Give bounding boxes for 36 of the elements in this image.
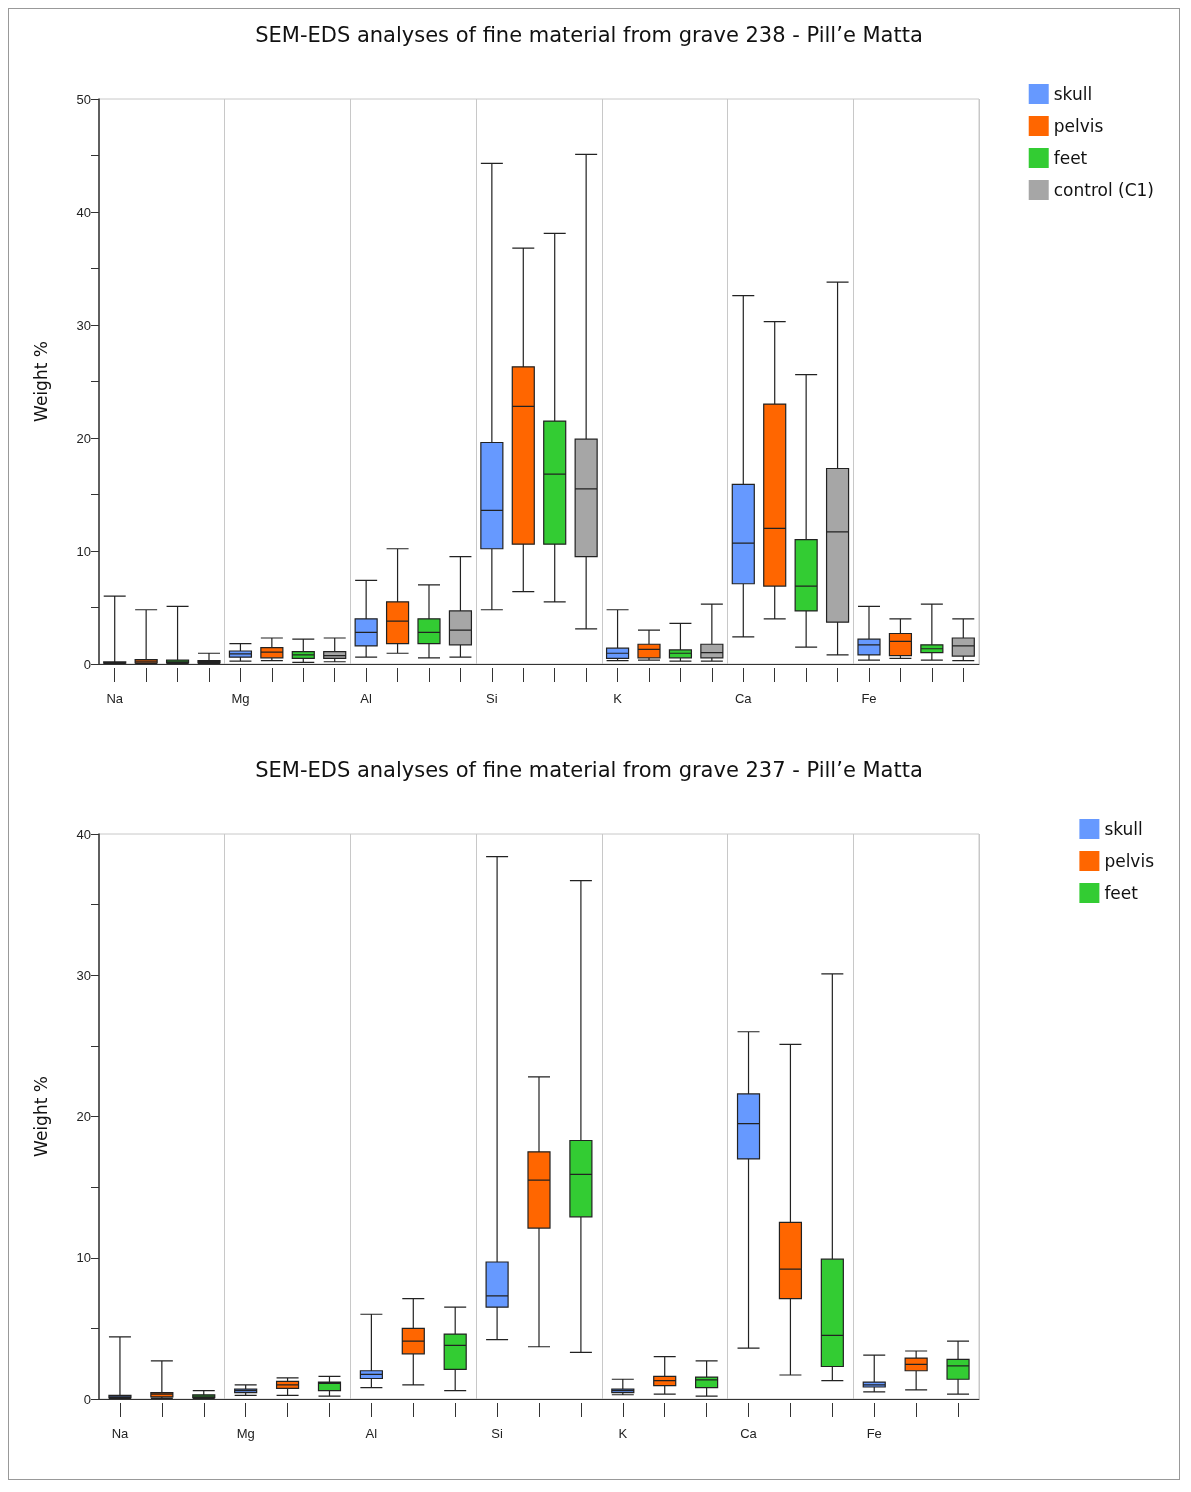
y-tick-label: 0 [83, 1391, 91, 1407]
y-tick-label: 20 [76, 1109, 91, 1124]
y-tick-label: 20 [76, 430, 91, 446]
x-tick-label: Fe [866, 1426, 882, 1441]
x-tick-label: Si [491, 1426, 503, 1441]
x-tick-label: Mg [231, 691, 250, 706]
x-tick-label: K [613, 691, 623, 706]
x-tick-label: Na [111, 1426, 130, 1441]
y-tick-label: 0 [83, 656, 91, 672]
chart-title: SEM-EDS analyses of fine material from grave 237 - Pill’e Matta [255, 757, 923, 782]
legend-label: pelvis [1053, 116, 1104, 136]
x-tick-label: Fe [861, 691, 877, 706]
x-tick-label: Na [106, 691, 124, 706]
y-tick-label: 40 [76, 204, 91, 220]
y-tick-label: 40 [76, 826, 91, 842]
x-tick-label: Mg [236, 1426, 255, 1441]
legend-label: pelvis [1104, 851, 1155, 871]
x-tick-label: Ca [740, 1426, 758, 1441]
legend-label: feet [1104, 883, 1139, 903]
legend-label: skull [1104, 819, 1143, 839]
legend-label: skull [1053, 84, 1093, 104]
x-tick-label: Si [486, 691, 498, 706]
x-tick-label: Al [365, 1426, 378, 1441]
x-tick-label: Al [360, 691, 373, 706]
chart-title: SEM-EDS analyses of fine material from grave 238 - Pill’e Matta [255, 22, 923, 47]
x-tick-label: K [618, 1426, 628, 1441]
y-tick-label: 10 [76, 543, 91, 559]
y-tick-label: 30 [76, 317, 91, 333]
y-axis-title: Weight % [30, 1076, 51, 1157]
y-tick-label: 10 [76, 1250, 91, 1266]
y-axis-title: Weight % [30, 341, 51, 422]
legend-label: control (C1) [1053, 180, 1155, 200]
legend-label: feet [1053, 148, 1088, 168]
y-tick-label: 30 [76, 967, 91, 983]
x-tick-label: Ca [734, 691, 753, 706]
y-tick-label: 50 [76, 91, 91, 107]
